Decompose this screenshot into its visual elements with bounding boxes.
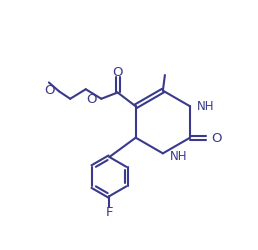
- Text: O: O: [211, 132, 221, 144]
- Text: NH: NH: [197, 99, 215, 112]
- Text: NH: NH: [170, 149, 187, 162]
- Text: F: F: [106, 206, 113, 218]
- Text: O: O: [44, 84, 54, 97]
- Text: O: O: [112, 66, 123, 78]
- Text: O: O: [86, 92, 97, 105]
